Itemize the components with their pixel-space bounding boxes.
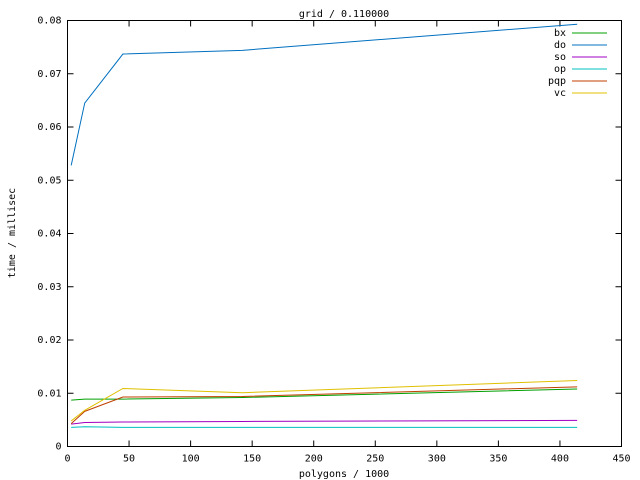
y-tick-label: 0.03 (37, 282, 61, 293)
legend-label: bx (554, 28, 566, 39)
chart-title: grid / 0.110000 (299, 9, 389, 20)
x-tick-label: 300 (428, 454, 446, 465)
y-tick-label: 0 (55, 442, 61, 453)
y-tick-label: 0.08 (37, 16, 61, 27)
y-axis-label: time / millisec (7, 188, 18, 278)
legend-label: pqp (548, 76, 566, 87)
x-tick-label: 50 (123, 454, 135, 465)
x-tick-label: 450 (612, 454, 630, 465)
series-line (71, 419, 578, 425)
series-line (70, 386, 578, 424)
series-line (70, 379, 578, 422)
series-line (70, 23, 578, 166)
y-tick-label: 0.06 (37, 122, 61, 133)
series-line (71, 388, 578, 401)
series-line (71, 426, 578, 428)
y-tick-label: 0.07 (37, 69, 61, 80)
x-axis-label: polygons / 1000 (299, 469, 389, 480)
x-tick-label: 0 (64, 454, 70, 465)
x-tick-label: 150 (243, 454, 261, 465)
x-tick-label: 400 (551, 454, 569, 465)
legend-label: do (554, 40, 566, 51)
legend-label: vc (554, 88, 566, 99)
y-tick-label: 0.01 (37, 388, 61, 399)
x-tick-label: 350 (489, 454, 507, 465)
y-tick-label: 0.02 (37, 335, 61, 346)
x-tick-label: 100 (182, 454, 200, 465)
x-tick-label: 250 (366, 454, 384, 465)
plot-frame (67, 20, 622, 447)
y-tick-label: 0.05 (37, 175, 61, 186)
legend-label: op (554, 64, 566, 75)
y-tick-label: 0.04 (37, 229, 61, 240)
legend-label: so (554, 52, 566, 63)
x-tick-label: 200 (305, 454, 323, 465)
